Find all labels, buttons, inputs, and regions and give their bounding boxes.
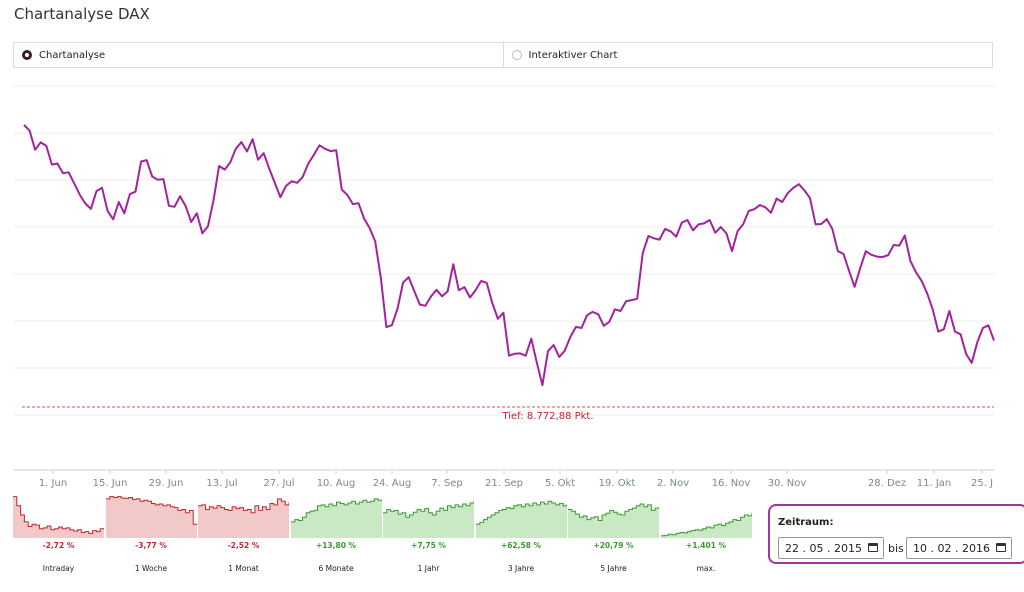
thumbnail-pct: +1.401 % [685,541,727,550]
to-date-field[interactable]: 10 . 02 . 2016 [906,537,1012,559]
thumbnail-label: 6 Monate [318,564,354,573]
tab-label: Interaktiver Chart [528,49,618,61]
thumbnail-label: Intraday [42,564,75,573]
x-tick-label: 30. Nov [768,478,807,489]
thumbnail-label: max. [696,564,716,573]
x-tick-label: 5. Okt [545,478,575,489]
thumbnail-3[interactable]: +13,80 % 6 Monate [290,492,382,573]
sparkline-line [105,496,197,526]
radio-checked-icon[interactable] [22,50,32,60]
chart-mode-tabs: Chartanalyse Interaktiver Chart [13,42,993,68]
thumbnail-sparkline [475,500,567,538]
x-tick-label: 15. Jun [93,478,128,489]
thumbnail-7[interactable]: +1.401 % max. [660,492,752,573]
thumbnail-4[interactable]: +7,75 % 1 Jahr [383,492,475,573]
x-tick-label: 11. Jan [917,478,952,489]
period-thumbnails: -2,72 % Intraday -3,77 % 1 Woche -2,52 % 1 Mo… [13,492,753,582]
series-line [23,124,995,387]
x-tick-label: 19. Okt [599,478,636,489]
bis-label: bis [888,542,904,555]
low-annotation-label: Tief: 8.772,88 Pkt. [501,411,593,422]
thumbnail-pct: -2,52 % [227,541,260,550]
thumbnail-sparkline [383,501,475,538]
x-tick-label: 21. Sep [485,478,523,489]
sparkline-line [198,498,290,514]
radio-unchecked-icon[interactable] [511,50,522,60]
thumbnail-sparkline [290,498,382,538]
sparkline-area [290,498,382,538]
tab-label: Chartanalyse [39,49,106,61]
sparkline-line [660,512,752,537]
thumbnail-pct: -3,77 % [135,541,167,550]
thumbnail-label: 3 Jahre [507,564,535,573]
thumbnail-pct: -2,72 % [42,541,75,550]
sparkline-area [568,504,659,538]
thumbnail-pct: +20,79 % [593,541,634,550]
x-tick-label: 1. Jun [39,478,67,489]
zeitraum-panel: Zeitraum: 22 . 05 . 2015 bis 10 . 02 . 2… [768,504,1024,564]
thumbnail-label: 1 Jahr [417,564,440,573]
to-date-value: 10 . 02 . 2016 [913,541,990,555]
calendar-icon[interactable] [996,543,1006,552]
sparkline-area [383,501,474,538]
x-tick-label: 29. Jun [149,478,184,489]
sparkline-line [568,503,660,521]
sparkline-area [475,501,567,538]
thumbnail-sparkline [13,496,105,538]
main-line-chart: Tief: 8.772,88 Pkt. 1. Jun 15. Jun 29. Jun… [14,85,995,489]
thumbnail-sparkline [105,496,197,538]
x-tick-label: 16. Nov [712,478,751,489]
page-title: Chartanalyse DAX [14,5,150,23]
x-tick-label: 2. Nov [657,478,689,489]
thumbnail-1[interactable]: -3,77 % 1 Woche [105,492,197,573]
thumbnail-label: 1 Monat [228,564,259,573]
thumbnail-pct: +7,75 % [411,541,446,550]
from-date-field[interactable]: 22 . 05 . 2015 [778,537,884,559]
thumbnail-5[interactable]: +62,58 % 3 Jahre [475,492,567,573]
thumbnail-2[interactable]: -2,52 % 1 Monat [198,492,290,573]
from-date-value: 22 . 05 . 2015 [785,541,862,555]
chart-grid [14,85,994,416]
sparkline-area [13,496,104,538]
x-tick-label: 27. Jul [263,478,294,489]
x-tick-label: 13. Jul [206,478,237,489]
thumbnail-sparkline [198,498,290,538]
sparkline-line [383,501,475,518]
tab-interaktiver-chart[interactable]: Interaktiver Chart [502,43,993,67]
thumbnail-label: 1 Woche [134,564,168,573]
thumbnail-0[interactable]: -2,72 % Intraday [13,492,105,573]
sparkline-line [290,498,382,523]
x-tick-label: 28. Dez [868,478,906,489]
sparkline-line [13,496,105,534]
thumbnail-sparkline [660,512,752,538]
thumbnail-pct: +62,58 % [500,541,542,550]
sparkline-area [660,512,752,538]
thumbnail-pct: +13,80 % [315,541,357,550]
x-tick-label: 25. J [971,478,993,489]
x-tick-label: 24. Aug [373,478,412,489]
thumbnail-sparkline [568,503,660,538]
x-tick-label: 7. Sep [431,478,463,489]
x-tick-label: 10. Aug [317,478,356,489]
thumbnail-label: 5 Jahre [600,564,627,573]
thumbnail-6[interactable]: +20,79 % 5 Jahre [568,492,660,573]
sparkline-line [475,500,567,525]
tab-chartanalyse[interactable]: Chartanalyse [14,43,503,67]
zeitraum-label: Zeitraum: [778,517,834,528]
calendar-icon[interactable] [868,543,878,552]
